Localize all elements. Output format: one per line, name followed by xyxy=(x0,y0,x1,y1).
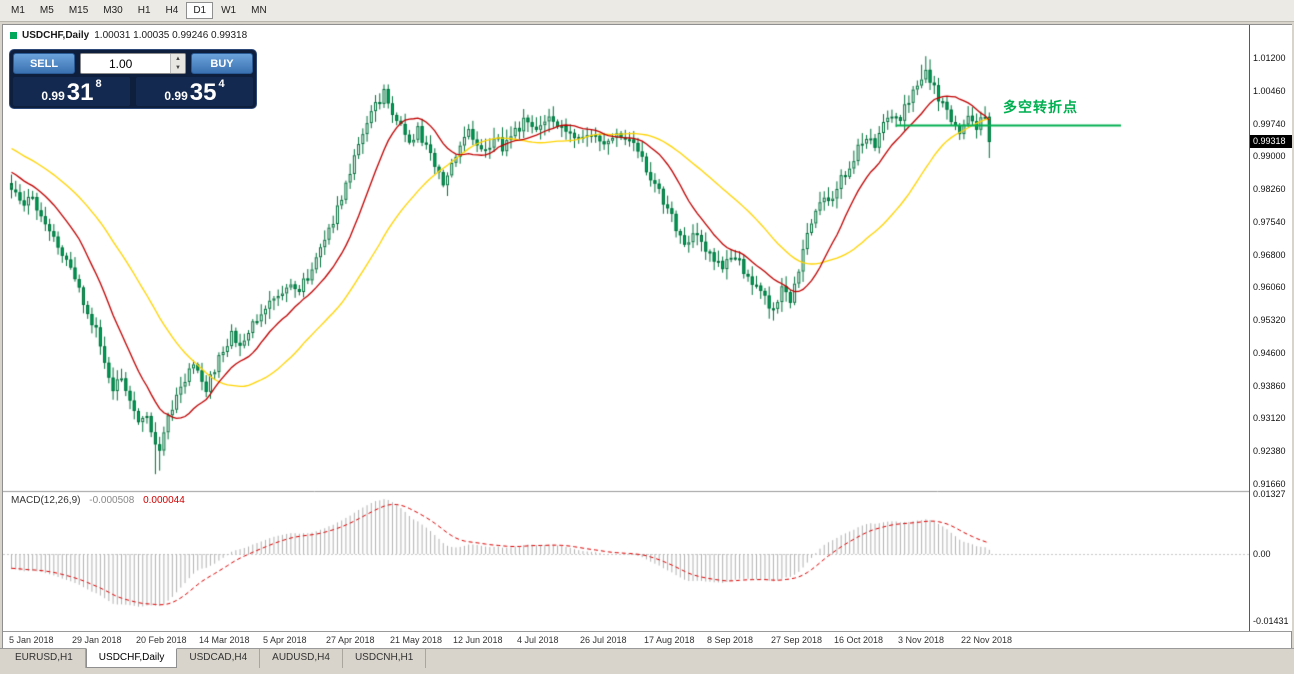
timeframe-button-m1[interactable]: M1 xyxy=(4,2,32,19)
macd-main-value: -0.000508 xyxy=(89,495,135,506)
price-chart-canvas[interactable] xyxy=(3,25,1249,631)
timeframe-button-w1[interactable]: W1 xyxy=(214,2,243,19)
buy-price-sup: 4 xyxy=(218,78,225,90)
macd-indicator-label: MACD(12,26,9) -0.000508 0.000044 xyxy=(11,495,185,506)
date-label: 29 Jan 2018 xyxy=(72,635,122,645)
date-label: 5 Apr 2018 xyxy=(263,635,307,645)
date-label: 14 Mar 2018 xyxy=(199,635,250,645)
date-label: 8 Sep 2018 xyxy=(707,635,754,645)
price-axis-label: 0.95320 xyxy=(1253,315,1286,325)
one-click-trading-panel: SELL ▲ ▼ BUY 0.99 31 8 0.99 35 4 xyxy=(9,49,257,109)
tab-usdchf-daily[interactable]: USDCHF,Daily xyxy=(85,648,178,668)
sell-button[interactable]: SELL xyxy=(13,53,75,74)
price-axis-label: 0.98260 xyxy=(1253,184,1286,194)
date-label: 26 Jul 2018 xyxy=(580,635,627,645)
price-axis-label: 0.96060 xyxy=(1253,282,1286,292)
price-axis-label: 0.93120 xyxy=(1253,413,1286,423)
date-label: 27 Apr 2018 xyxy=(326,635,375,645)
sell-price-small: 0.99 xyxy=(41,89,65,103)
date-label: 27 Sep 2018 xyxy=(771,635,823,645)
macd-axis-label: -0.01431 xyxy=(1253,616,1289,626)
sell-price-big: 31 xyxy=(66,79,94,106)
tab-usdcnh-h1[interactable]: USDCNH,H1 xyxy=(343,649,427,668)
date-label: 12 Jun 2018 xyxy=(453,635,503,645)
date-axis[interactable]: 5 Jan 2018 29 Jan 2018 20 Feb 2018 14 Mar 2… xyxy=(3,631,1291,648)
buy-price-small: 0.99 xyxy=(164,89,188,103)
chart-header: USDCHF,Daily 1.00031 1.00035 0.99246 0.9… xyxy=(10,30,247,41)
volume-down-button[interactable]: ▼ xyxy=(171,63,185,73)
macd-axis-label: 0.00 xyxy=(1253,549,1271,559)
timeframe-button-m30[interactable]: M30 xyxy=(96,2,129,19)
timeframe-button-mn[interactable]: MN xyxy=(244,2,274,19)
tab-audusd-h4[interactable]: AUDUSD,H4 xyxy=(260,649,343,668)
price-axis-label: 0.96800 xyxy=(1253,250,1286,260)
price-axis-label: 0.94600 xyxy=(1253,348,1286,358)
date-label: 22 Nov 2018 xyxy=(961,635,1013,645)
sell-price-sup: 8 xyxy=(95,78,102,90)
trendline-annotation-label[interactable]: 多空转折点 xyxy=(1003,99,1078,115)
tab-usdcad-h4[interactable]: USDCAD,H4 xyxy=(177,649,261,668)
chart-tab-bar: EURUSD,H1 USDCHF,Daily USDCAD,H4 AUDUSD,… xyxy=(0,648,1294,668)
macd-axis-label: 0.01327 xyxy=(1253,489,1286,499)
current-price-badge: 0.99318 xyxy=(1250,135,1292,148)
timeframe-button-m5[interactable]: M5 xyxy=(33,2,61,19)
date-label: 20 Feb 2018 xyxy=(136,635,187,645)
chart-ohlc-values: 1.00031 1.00035 0.99246 0.99318 xyxy=(94,30,248,41)
price-axis-label: 0.91660 xyxy=(1253,479,1286,489)
price-axis-label: 0.97540 xyxy=(1253,217,1286,227)
date-label: 4 Jul 2018 xyxy=(517,635,559,645)
buy-button[interactable]: BUY xyxy=(191,53,253,74)
symbol-icon xyxy=(10,32,17,39)
macd-name: MACD(12,26,9) xyxy=(11,495,81,506)
tab-eurusd-h1[interactable]: EURUSD,H1 xyxy=(3,649,86,668)
macd-signal-value: 0.000044 xyxy=(143,495,185,506)
sell-price-display[interactable]: 0.99 31 8 xyxy=(13,77,130,106)
date-label: 5 Jan 2018 xyxy=(9,635,54,645)
timeframe-button-h1[interactable]: H1 xyxy=(131,2,158,19)
price-axis-label: 0.99000 xyxy=(1253,151,1286,161)
price-axis-label: 0.93860 xyxy=(1253,381,1286,391)
price-axis[interactable]: 0.99318 1.01200 1.00460 0.99740 0.99000 0.98… xyxy=(1249,25,1292,631)
date-label: 21 May 2018 xyxy=(390,635,443,645)
volume-field: ▲ ▼ xyxy=(80,53,186,74)
timeframe-button-d1[interactable]: D1 xyxy=(186,2,214,19)
chart-window: USDCHF,Daily 1.00031 1.00035 0.99246 0.9… xyxy=(2,24,1292,648)
price-axis-label: 0.99740 xyxy=(1253,119,1286,129)
timeframe-button-m15[interactable]: M15 xyxy=(62,2,95,19)
price-axis-label: 1.01200 xyxy=(1253,53,1286,63)
volume-input[interactable] xyxy=(81,54,170,73)
buy-price-big: 35 xyxy=(189,79,217,106)
date-label: 17 Aug 2018 xyxy=(644,635,695,645)
chart-title: USDCHF,Daily xyxy=(22,30,90,41)
buy-price-display[interactable]: 0.99 35 4 xyxy=(136,77,253,106)
timeframe-toolbar: M1 M5 M15 M30 H1 H4 D1 W1 MN xyxy=(0,0,1294,22)
price-axis-label: 0.92380 xyxy=(1253,446,1286,456)
timeframe-button-h4[interactable]: H4 xyxy=(159,2,186,19)
volume-up-button[interactable]: ▲ xyxy=(171,54,185,64)
price-axis-label: 1.00460 xyxy=(1253,86,1286,96)
date-label: 3 Nov 2018 xyxy=(898,635,945,645)
date-label: 16 Oct 2018 xyxy=(834,635,884,645)
